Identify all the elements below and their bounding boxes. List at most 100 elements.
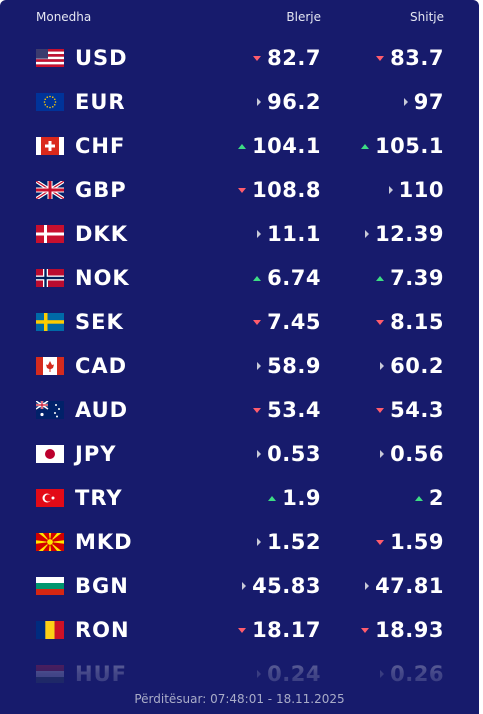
sell-cell: 18.93 [361, 616, 444, 644]
trend-arrow [257, 98, 262, 106]
flag-part [36, 583, 64, 590]
sell-rate: 7.39 [390, 266, 444, 290]
flag-part [36, 49, 48, 59]
buy-cell: 82.7 [253, 44, 321, 72]
currency-row: MKD 1.52 1.59 [0, 520, 479, 564]
trend-arrow [242, 582, 247, 590]
buy-cell: 45.83 [242, 572, 321, 600]
flag-part [46, 361, 54, 370]
currency-row: SEK 7.45 8.15 [0, 300, 479, 344]
currency-code: CAD [75, 354, 128, 378]
sell-cell: 47.81 [365, 572, 444, 600]
trend-arrow [361, 627, 370, 633]
buy-cell: 6.74 [253, 264, 321, 292]
sell-rate: 105.1 [375, 134, 444, 158]
currency-code: MKD [75, 530, 133, 554]
sell-cell: 97 [403, 88, 444, 116]
flag-part [48, 533, 52, 542]
sell-rate: 18.93 [375, 618, 444, 642]
buy-cell: 18.17 [238, 616, 321, 644]
sell-rate: 97 [413, 90, 444, 114]
trend-arrow [403, 98, 408, 106]
flag-part [49, 95, 51, 98]
fade-overlay [0, 640, 479, 714]
flag-part [54, 412, 56, 414]
flag-part [45, 621, 55, 639]
sell-rate: 8.15 [390, 310, 444, 334]
trend-arrow [238, 143, 247, 149]
flag-part [48, 542, 52, 551]
flag-part [53, 98, 56, 101]
flag-part [36, 621, 46, 639]
flag-part [46, 96, 49, 99]
flag-icon [36, 225, 64, 243]
buy-rate: 18.17 [252, 618, 321, 642]
sell-rate: 0.56 [390, 442, 444, 466]
trend-arrow [257, 230, 262, 238]
flag-part [36, 577, 64, 584]
buy-rate: 1.9 [282, 486, 321, 510]
flag-part [36, 61, 64, 65]
flag-part [53, 103, 56, 106]
sell-rate: 54.3 [390, 398, 444, 422]
buy-cell: 7.45 [253, 308, 321, 336]
buy-rate: 6.74 [267, 266, 321, 290]
currency-code: GBP [75, 178, 127, 202]
currency-row: CHF 104.1 105.1 [0, 124, 479, 168]
buy-rate: 45.83 [252, 574, 321, 598]
flag-part [36, 59, 64, 62]
sell-rate: 47.81 [375, 574, 444, 598]
trend-arrow [365, 582, 370, 590]
buy-cell: 1.9 [268, 484, 321, 512]
trend-arrow [253, 407, 262, 413]
flag-part [40, 412, 44, 417]
flag-part [38, 542, 50, 551]
flag-part [36, 181, 64, 199]
currency-row: DKK 11.1 12.39 [0, 212, 479, 256]
flag-icon [36, 577, 64, 595]
flag-part [55, 404, 57, 406]
flag-part [51, 496, 55, 500]
currency-row: GBP 108.8 110 [0, 168, 479, 212]
flag-part [54, 101, 57, 103]
flag-part [36, 401, 48, 409]
flag-part [51, 105, 54, 108]
currency-code: AUD [75, 398, 129, 422]
trend-arrow [238, 187, 247, 193]
currency-code: NOK [75, 266, 130, 290]
buy-cell: 11.1 [257, 220, 321, 248]
sell-cell: 54.3 [376, 396, 444, 424]
flag-part [44, 98, 47, 101]
sell-cell: 83.7 [376, 44, 444, 72]
sell-cell: 8.15 [376, 308, 444, 336]
trend-arrow [361, 143, 370, 149]
trend-arrow [365, 230, 370, 238]
flag-part [49, 369, 51, 372]
flag-part [57, 357, 64, 375]
currency-code: EUR [75, 90, 126, 114]
flag-part [36, 357, 43, 375]
buy-rate: 11.1 [267, 222, 321, 246]
flag-part [50, 542, 62, 551]
flag-part [36, 56, 64, 60]
trend-arrow [376, 407, 385, 413]
sell-rate: 12.39 [375, 222, 444, 246]
flag-part [36, 93, 64, 111]
buy-rate: 104.1 [252, 134, 321, 158]
flag-part [36, 49, 64, 52]
sell-cell: 12.39 [365, 220, 444, 248]
currency-row: NOK 6.74 7.39 [0, 256, 479, 300]
flag-part [58, 408, 60, 410]
flag-icon [36, 313, 64, 331]
buy-cell: 104.1 [238, 132, 321, 160]
currency-row: TRY 1.9 2 [0, 476, 479, 520]
buy-rate: 0.53 [267, 442, 321, 466]
flag-part [36, 540, 50, 544]
sell-rate: 2 [428, 486, 444, 510]
trend-arrow [376, 275, 385, 281]
trend-arrow [238, 627, 247, 633]
currency-code: CHF [75, 134, 126, 158]
buy-cell: 0.53 [257, 440, 321, 468]
currency-code: TRY [75, 486, 123, 510]
currency-row: EUR 96.2 97 [0, 80, 479, 124]
